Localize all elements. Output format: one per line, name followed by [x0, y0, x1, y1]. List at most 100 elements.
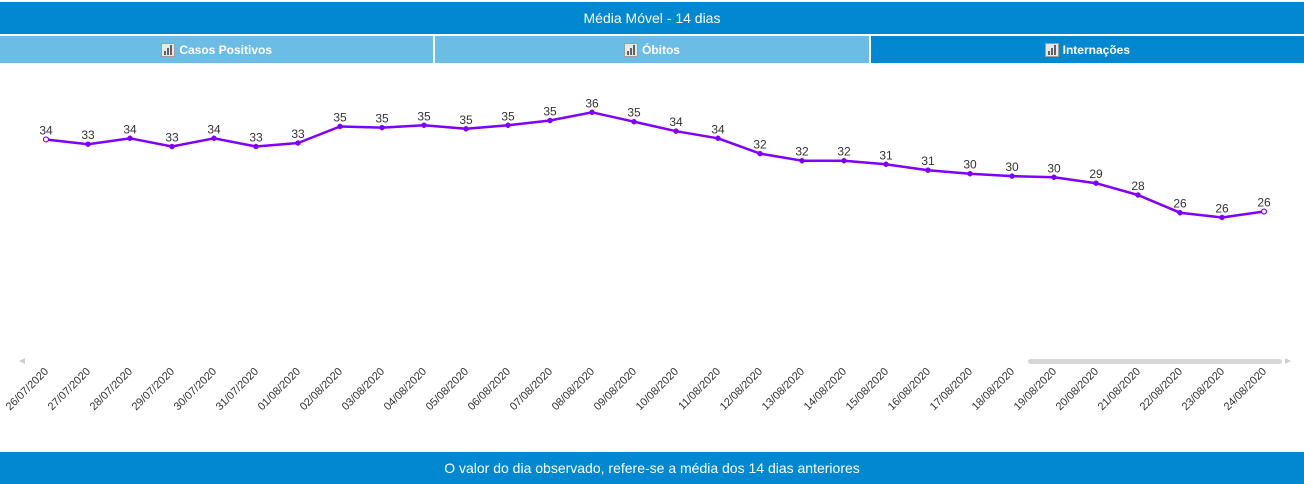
- data-point[interactable]: [295, 140, 301, 146]
- data-point[interactable]: [42, 136, 50, 143]
- x-tick-label: 06/08/2020: [466, 366, 513, 413]
- data-label: 33: [165, 131, 179, 145]
- data-label: 34: [123, 122, 137, 136]
- data-label: 35: [459, 113, 473, 127]
- data-point[interactable]: [1219, 214, 1225, 221]
- data-point[interactable]: [631, 118, 637, 125]
- tab-internacoes[interactable]: Internações: [870, 36, 1304, 63]
- data-label: 35: [543, 105, 557, 119]
- x-tick-label: 23/08/2020: [1180, 366, 1227, 413]
- data-label: 26: [1257, 196, 1271, 210]
- data-label: 36: [585, 96, 599, 110]
- data-point[interactable]: [337, 123, 343, 130]
- x-tick-label: 18/08/2020: [970, 366, 1017, 413]
- data-label: 33: [291, 127, 305, 141]
- data-label: 30: [1005, 160, 1019, 174]
- bar-chart-icon: [161, 42, 176, 57]
- data-point[interactable]: [463, 126, 469, 132]
- data-point[interactable]: [1177, 209, 1183, 216]
- data-label: 30: [963, 158, 977, 172]
- x-tick-label: 19/08/2020: [1012, 366, 1059, 413]
- x-tick-label: 28/07/2020: [88, 366, 135, 413]
- data-point[interactable]: [127, 135, 133, 142]
- data-label: 34: [39, 123, 53, 137]
- data-point[interactable]: [1135, 192, 1141, 198]
- series-line: [45, 111, 1265, 219]
- data-point[interactable]: [169, 143, 175, 150]
- data-point[interactable]: [967, 170, 973, 177]
- x-tick-label: 12/08/2020: [718, 366, 765, 413]
- data-point[interactable]: [1093, 180, 1099, 186]
- data-label: 35: [417, 109, 431, 123]
- data-point[interactable]: [85, 141, 91, 147]
- data-point[interactable]: [505, 122, 511, 129]
- data-point[interactable]: [1260, 208, 1268, 215]
- data-point[interactable]: [379, 124, 385, 131]
- line-chart: 34 33 34 33 34 33 33 35 35 35 35 35 35 36 35 34 34 32 32 32…: [4, 96, 1291, 413]
- data-point[interactable]: [589, 109, 595, 116]
- bar-chart-icon: [623, 42, 638, 57]
- x-tick-label: 01/08/2020: [256, 366, 303, 413]
- data-label: 26: [1173, 197, 1187, 211]
- tab-label: Óbitos: [641, 42, 680, 57]
- data-point[interactable]: [421, 122, 427, 129]
- tab-label: Casos Positivos: [179, 42, 273, 57]
- data-point[interactable]: [715, 135, 721, 142]
- x-tick-label: 26/07/2020: [4, 366, 51, 413]
- x-tick-label: 02/08/2020: [298, 366, 345, 413]
- data-label: 34: [207, 122, 221, 136]
- data-label: 31: [879, 148, 893, 162]
- data-label: 26: [1215, 201, 1229, 215]
- data-point[interactable]: [925, 167, 931, 173]
- x-tick-label: 04/08/2020: [382, 366, 429, 413]
- data-point[interactable]: [883, 161, 889, 168]
- x-tick-label: 21/08/2020: [1096, 366, 1143, 413]
- chart-header: Média Móvel - 14 dias: [0, 2, 1304, 34]
- data-point[interactable]: [211, 135, 217, 142]
- chart-footer: O valor do dia observado, refere-se a mé…: [0, 452, 1304, 484]
- data-point[interactable]: [547, 117, 553, 124]
- x-tick-label: 14/08/2020: [802, 366, 849, 413]
- footer-note: O valor do dia observado, refere-se a mé…: [444, 460, 860, 476]
- data-label: 34: [711, 122, 725, 136]
- x-tick-label: 03/08/2020: [340, 366, 387, 413]
- x-tick-label: 11/08/2020: [676, 366, 723, 413]
- data-point[interactable]: [673, 128, 679, 134]
- x-tick-label: 24/08/2020: [1222, 366, 1269, 413]
- bar-chart-icon: [1044, 42, 1059, 57]
- tab-obitos[interactable]: Óbitos: [435, 36, 869, 63]
- data-label: 32: [753, 138, 767, 152]
- data-point[interactable]: [253, 143, 259, 150]
- x-tick-label: 15/08/2020: [844, 366, 891, 413]
- x-tick-label: 20/08/2020: [1054, 366, 1101, 413]
- chart-title: Média Móvel - 14 dias: [583, 10, 721, 26]
- data-point[interactable]: [757, 150, 763, 157]
- x-tick-label: 09/08/2020: [592, 366, 639, 413]
- x-tick-label: 07/08/2020: [508, 366, 555, 413]
- scroll-left-arrow[interactable]: [19, 358, 25, 364]
- data-label: 35: [333, 110, 347, 124]
- data-point[interactable]: [1009, 173, 1015, 179]
- data-label: 33: [81, 128, 95, 142]
- data-label: 31: [921, 154, 935, 168]
- x-tick-label: 10/08/2020: [634, 366, 681, 413]
- x-tick-label: 22/08/2020: [1138, 366, 1185, 413]
- data-label: 32: [795, 145, 809, 159]
- data-point[interactable]: [799, 157, 805, 164]
- x-tick-label: 13/08/2020: [760, 366, 807, 413]
- x-tick-label: 31/07/2020: [214, 366, 261, 413]
- data-label: 35: [375, 112, 389, 126]
- data-label: 28: [1131, 179, 1145, 193]
- data-label: 32: [837, 145, 851, 159]
- x-tick-label: 29/07/2020: [130, 366, 177, 413]
- tab-bar: Casos Positivos Óbitos Internações: [0, 36, 1304, 63]
- data-label: 29: [1089, 167, 1103, 181]
- tab-casos-positivos[interactable]: Casos Positivos: [0, 36, 434, 63]
- data-point[interactable]: [841, 157, 847, 164]
- data-label: 35: [501, 109, 515, 123]
- x-tick-label: 17/08/2020: [928, 366, 975, 413]
- x-tick-label: 27/07/2020: [46, 366, 93, 413]
- scroll-right-arrow[interactable]: [1285, 358, 1291, 364]
- scrollbar-thumb[interactable]: [1028, 359, 1282, 364]
- data-point[interactable]: [1051, 174, 1057, 181]
